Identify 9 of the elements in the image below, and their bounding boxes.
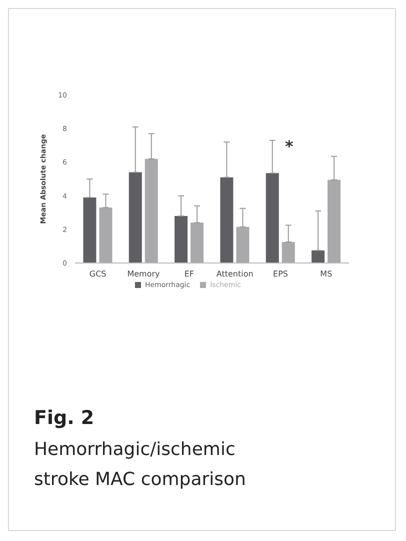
x-tick-label: Attention <box>216 270 254 279</box>
x-tick-label: MS <box>320 270 332 279</box>
x-tick-label: EPS <box>273 270 288 279</box>
x-tick-label: GCS <box>89 270 106 279</box>
text: Fig. 2 <box>34 407 96 429</box>
text: Hemorrhagic/ischemic stroke MAC comparison <box>34 438 247 492</box>
x-tick-label: EF <box>184 270 194 279</box>
annotation: * <box>285 137 294 156</box>
x-tick-label: Memory <box>127 270 160 279</box>
